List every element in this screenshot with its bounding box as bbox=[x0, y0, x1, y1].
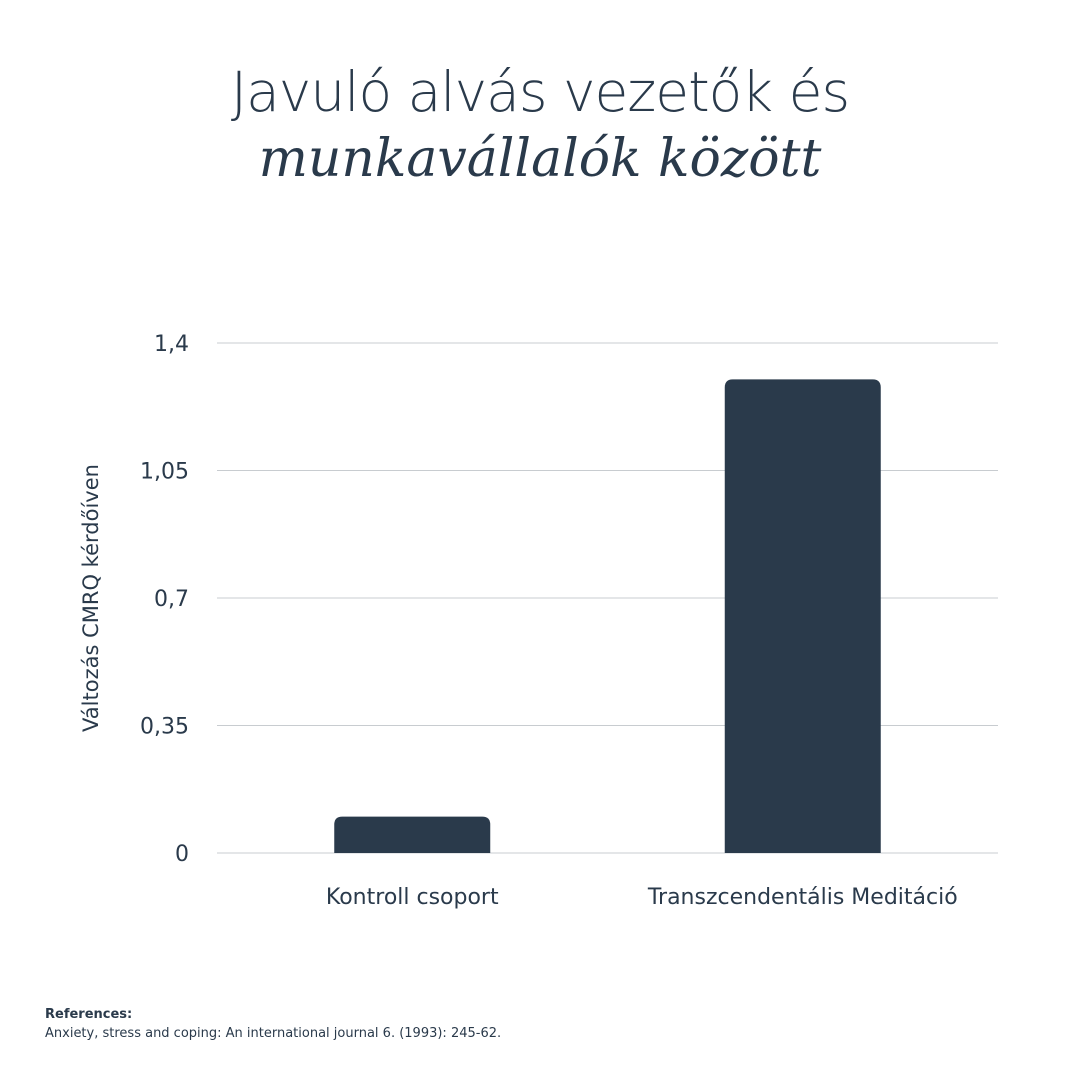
y-tick-label: 1,4 bbox=[154, 332, 189, 357]
references-heading: References: bbox=[45, 1007, 133, 1022]
x-tick-label: Kontroll csoport bbox=[326, 885, 499, 910]
bar-chart: 0 0,35 0,7 1,05 1,4 Kontroll csoport Transzce… bbox=[79, 332, 998, 910]
references-text: Anxiety, stress and coping: An internati… bbox=[45, 1026, 502, 1041]
bar-control bbox=[334, 816, 491, 853]
y-tick-label: 0,7 bbox=[154, 587, 189, 612]
references: References: Anxiety, stress and coping: … bbox=[45, 1005, 501, 1043]
bars bbox=[334, 379, 881, 853]
y-tick-label: 0 bbox=[175, 842, 189, 867]
grid-lines bbox=[217, 342, 998, 854]
bar-tm bbox=[724, 379, 881, 853]
y-tick-label: 1,05 bbox=[140, 460, 189, 485]
x-axis-ticks: Kontroll csoport Transzcendentális Meditá… bbox=[326, 885, 958, 910]
y-axis-label: Változás CMRQ kérdőíven bbox=[79, 464, 103, 732]
y-axis-ticks: 0 0,35 0,7 1,05 1,4 bbox=[140, 332, 189, 867]
x-tick-label: Transzcendentális Meditáció bbox=[647, 885, 958, 910]
chart-title: Javuló alvás vezetők és munkavállalók kö… bbox=[0, 58, 1080, 192]
title-line-2: munkavállalók között bbox=[258, 129, 822, 189]
title-line-1: Javuló alvás vezetők és bbox=[230, 60, 850, 124]
y-tick-label: 0,35 bbox=[140, 715, 189, 740]
